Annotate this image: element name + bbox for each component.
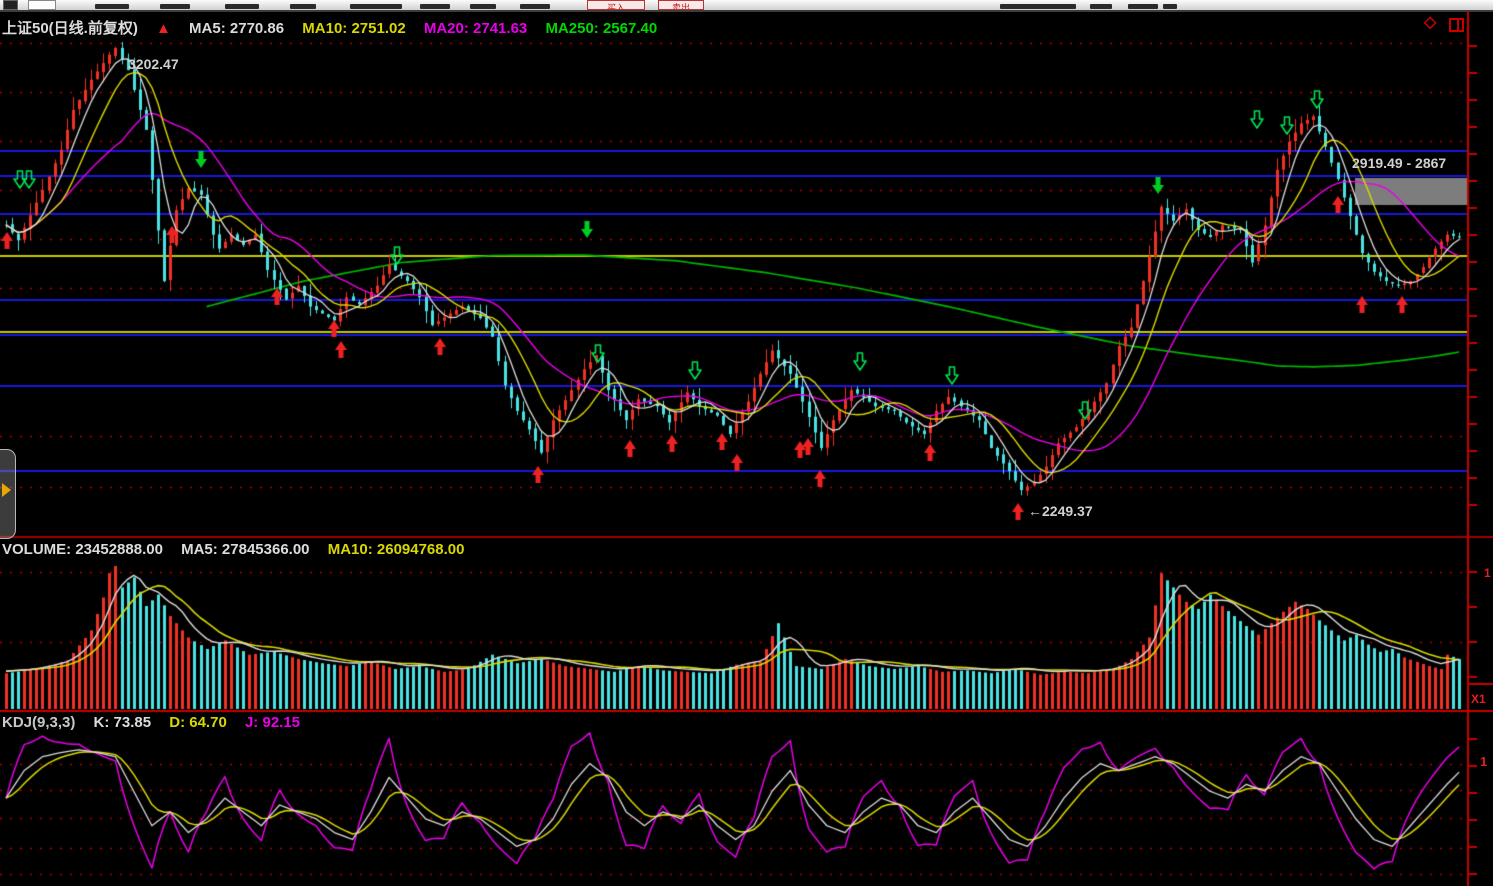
low-price-annotation: ←2249.37 bbox=[1028, 503, 1093, 519]
volume-axis-unit-label: X1 bbox=[1471, 692, 1486, 706]
instrument-title: 上证50(日线.前复权) bbox=[2, 20, 138, 37]
kdj-pane-header: KDJ(9,3,3) K: 73.85 D: 64.70 J: 92.15 bbox=[2, 714, 314, 731]
toolbar-item-cropped[interactable] bbox=[95, 4, 129, 9]
ma250-value: MA250: 2567.40 bbox=[545, 20, 658, 37]
trend-up-arrow-icon: ▲ bbox=[156, 20, 171, 37]
volume-ma5-value: MA5: 27845366.00 bbox=[181, 541, 310, 558]
toolbar[interactable]: 买入 卖出 bbox=[0, 0, 1493, 12]
toolbar-item-cropped[interactable] bbox=[350, 4, 402, 9]
volume-pane-header: VOLUME: 23452888.00 MA5: 27845366.00 MA1… bbox=[2, 541, 478, 558]
kdj-d-value: D: 64.70 bbox=[169, 714, 227, 731]
toolbar-item-cropped[interactable] bbox=[1090, 4, 1112, 9]
volume-axis-top-label: 1 bbox=[1484, 566, 1491, 580]
kdj-indicator-label: KDJ(9,3,3) bbox=[2, 714, 76, 731]
ma20-value: MA20: 2741.63 bbox=[423, 20, 528, 37]
toolbar-item-cropped[interactable] bbox=[160, 4, 190, 9]
toolbar-field[interactable] bbox=[28, 0, 56, 10]
volume-value: VOLUME: 23452888.00 bbox=[2, 541, 163, 558]
price-pane-header: 上证50(日线.前复权) ▲ MA5: 2770.86 MA10: 2751.0… bbox=[2, 17, 671, 38]
diamond-icon[interactable]: ◇ bbox=[1424, 14, 1437, 31]
toolbar-item-cropped[interactable] bbox=[520, 4, 550, 9]
toolbar-item-cropped[interactable] bbox=[1128, 4, 1158, 9]
gap-zone-annotation: 2919.49 - 2867 bbox=[1352, 155, 1447, 171]
sell-button[interactable]: 卖出 bbox=[658, 0, 704, 10]
toolbar-item-cropped[interactable] bbox=[420, 4, 450, 9]
ma10-value: MA10: 2751.02 bbox=[302, 20, 406, 37]
expand-arrow-icon bbox=[2, 483, 11, 497]
split-window-icon[interactable] bbox=[1449, 18, 1464, 32]
toolbar-item-cropped[interactable] bbox=[290, 4, 316, 9]
kdj-k-value: K: 73.85 bbox=[93, 714, 152, 731]
toolbar-item-cropped[interactable] bbox=[1163, 4, 1177, 9]
buy-button[interactable]: 买入 bbox=[587, 0, 645, 10]
app-icon bbox=[3, 0, 18, 10]
high-price-annotation: 3202.47 bbox=[128, 56, 179, 72]
ma5-value: MA5: 2770.86 bbox=[189, 20, 285, 37]
kdj-axis-label: 1 bbox=[1480, 754, 1488, 769]
toolbar-item-cropped[interactable] bbox=[225, 4, 259, 9]
toolbar-item-cropped[interactable] bbox=[470, 4, 496, 9]
volume-ma10-value: MA10: 26094768.00 bbox=[327, 541, 465, 558]
toolbar-item-cropped[interactable] bbox=[1000, 4, 1076, 9]
kdj-j-value: J: 92.15 bbox=[244, 714, 301, 731]
sidebar-expand-tab[interactable] bbox=[0, 449, 16, 539]
